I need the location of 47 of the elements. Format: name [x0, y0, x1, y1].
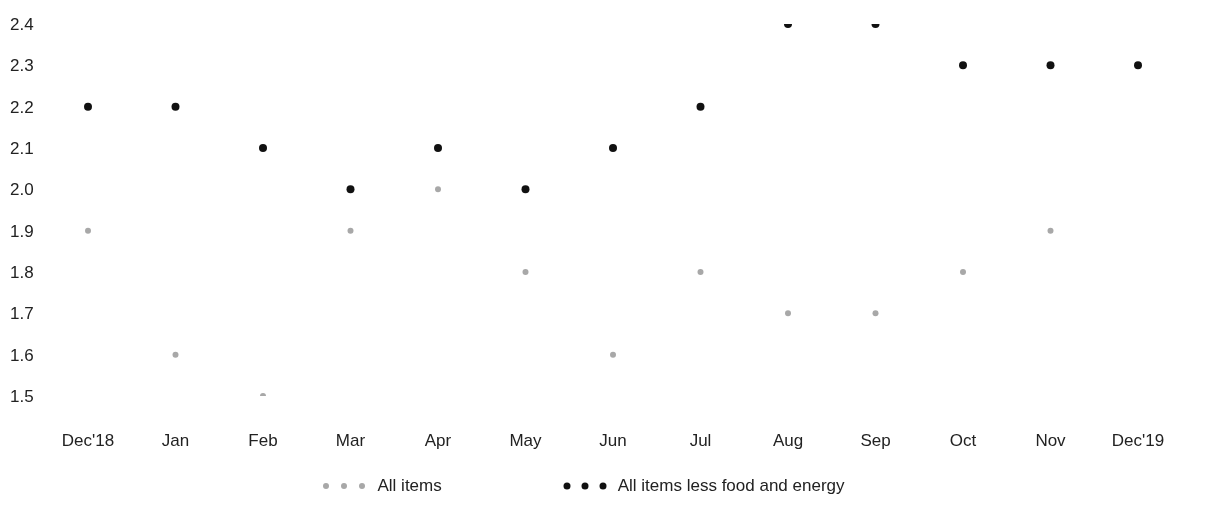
x-tick-label: Mar: [335, 431, 366, 451]
x-tick-label: Nov: [1035, 431, 1067, 451]
y-tick-label: 2.0: [10, 180, 34, 200]
point: [171, 102, 180, 111]
point: [697, 269, 704, 275]
x-tick-label: Jun: [599, 431, 627, 451]
point: [346, 185, 355, 194]
x-tick-label: Dec'19: [1111, 431, 1165, 451]
x-tick-label: Jul: [689, 431, 712, 451]
point: [84, 102, 92, 111]
x-tick-label: Jan: [161, 431, 190, 451]
point: [872, 310, 879, 317]
legend-label: All items less food and energy: [617, 476, 845, 496]
point: [609, 144, 617, 152]
y-tick-label: 1.8: [10, 263, 34, 283]
legend-label: All items: [377, 476, 442, 496]
y-tick-label: 2.2: [10, 97, 34, 117]
y-tick-label: 2.4: [10, 15, 34, 35]
x-tick-label: May: [509, 431, 543, 451]
y-tick-label: 1.6: [10, 345, 34, 365]
point: [85, 227, 91, 234]
point: [1046, 61, 1055, 70]
x-tick-label: Dec'18: [61, 431, 115, 451]
point: [259, 144, 267, 152]
y-tick-label: 2.3: [10, 56, 34, 76]
point: [434, 144, 442, 152]
y-tick-label: 2.1: [10, 139, 34, 159]
point: [959, 61, 967, 70]
y-tick-label: 1.9: [10, 221, 34, 241]
point: [347, 227, 354, 234]
x-tick-label: Apr: [424, 431, 452, 451]
point: [1047, 227, 1054, 234]
x-tick-label: Aug: [772, 431, 804, 451]
point: [1134, 61, 1142, 70]
point: [785, 310, 791, 317]
y-tick-label: 1.5: [10, 387, 34, 407]
point: [521, 185, 530, 194]
x-tick-label: Feb: [248, 431, 278, 451]
point: [172, 351, 179, 358]
x-tick-label: Oct: [949, 431, 977, 451]
point: [960, 269, 966, 275]
x-tick-label: Sep: [860, 431, 891, 451]
point: [610, 351, 616, 358]
point: [696, 102, 705, 111]
point: [435, 186, 441, 193]
point: [522, 269, 529, 275]
y-tick-label: 1.7: [10, 304, 34, 324]
